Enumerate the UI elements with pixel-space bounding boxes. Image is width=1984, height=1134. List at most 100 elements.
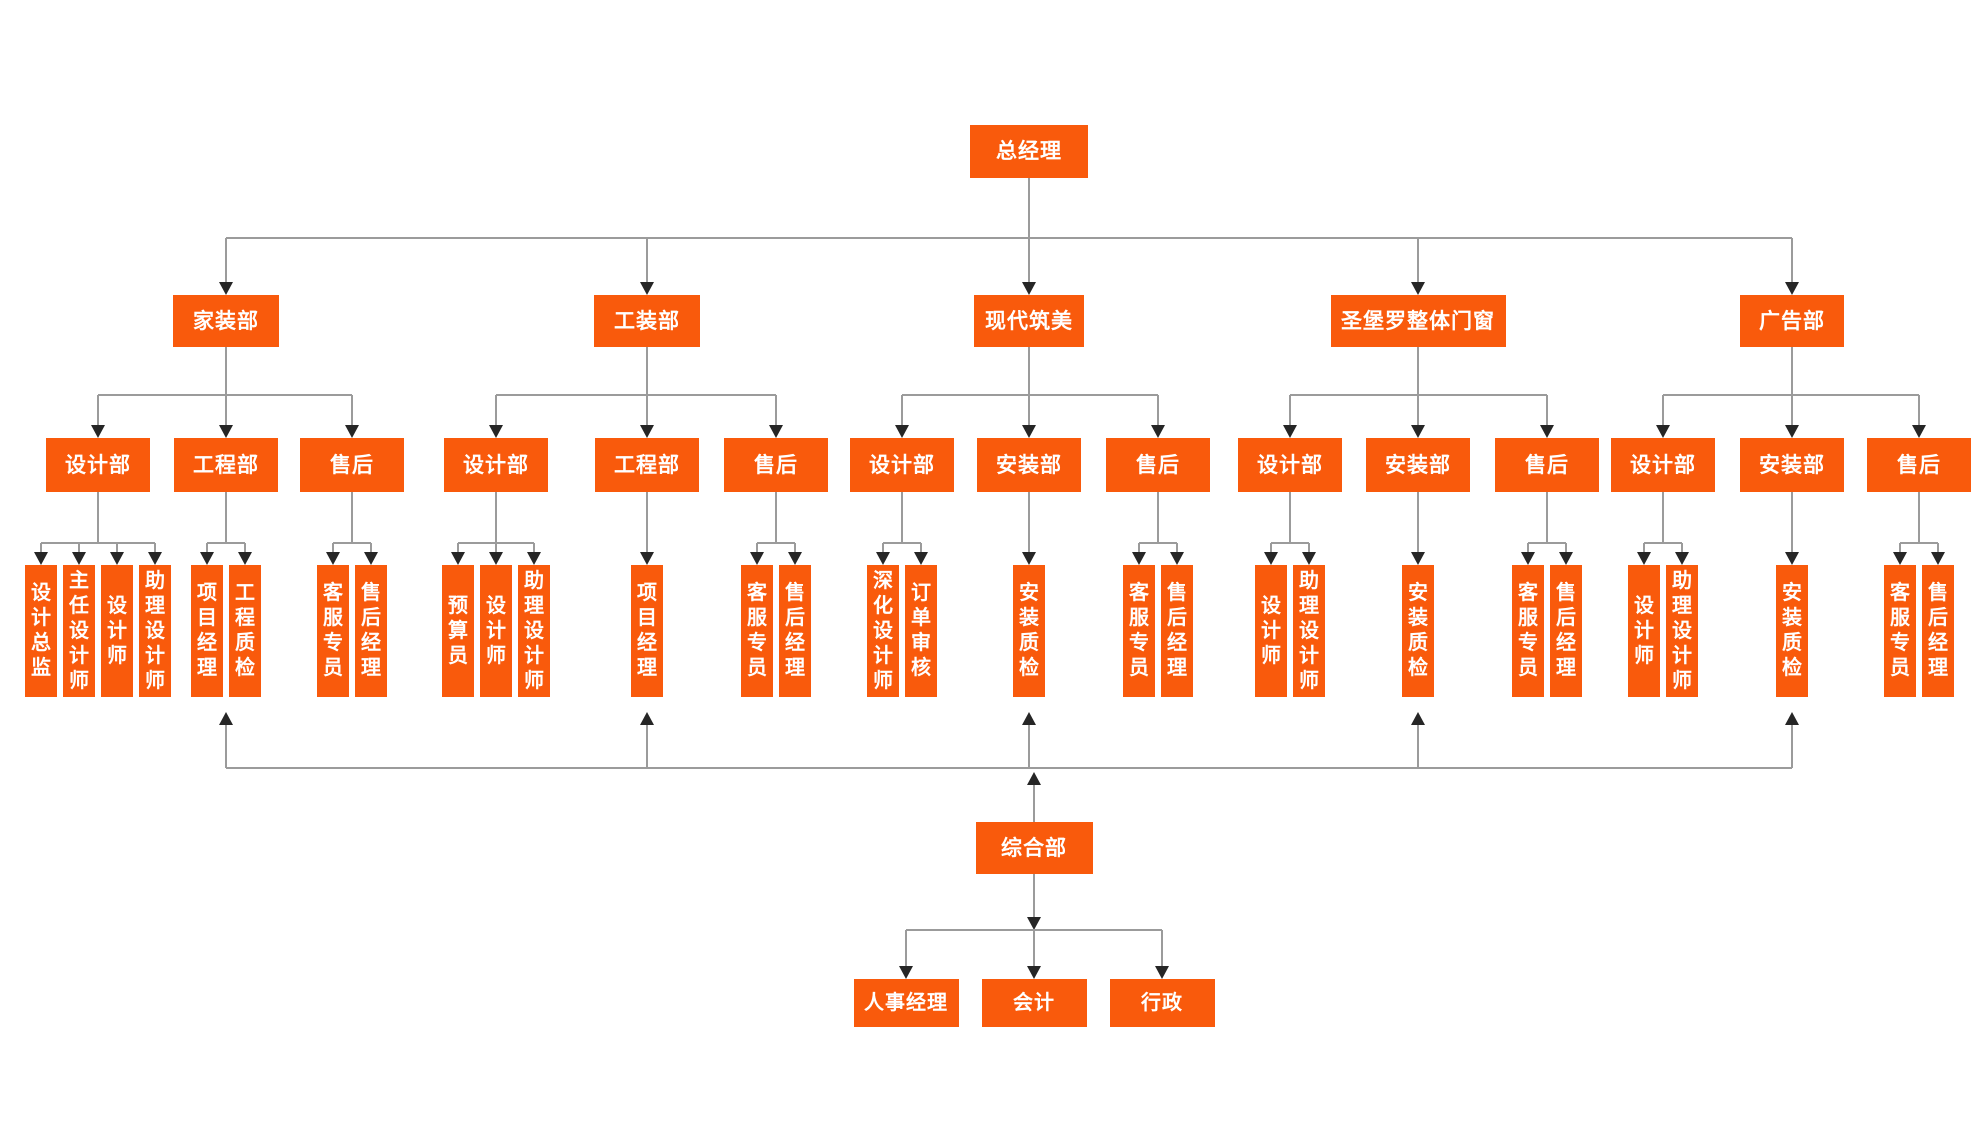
down-arrowhead-icon bbox=[200, 552, 214, 565]
down-arrowhead-icon bbox=[769, 425, 783, 438]
role-node-4-2-0: 客服专员 bbox=[1884, 565, 1916, 697]
down-arrowhead-icon bbox=[91, 425, 105, 438]
down-arrowhead-icon bbox=[1411, 425, 1425, 438]
role-node-4-2-1: 售后经理 bbox=[1922, 565, 1954, 697]
role-node-0-0-2: 设计师 bbox=[101, 565, 133, 697]
down-arrowhead-icon bbox=[1637, 552, 1651, 565]
role-node-0-0-1: 主任设计师 bbox=[63, 565, 95, 697]
down-arrowhead-icon bbox=[1656, 425, 1670, 438]
down-arrowhead-icon bbox=[34, 552, 48, 565]
down-arrowhead-icon bbox=[1521, 552, 1535, 565]
dept-node-4-1: 安装部 bbox=[1740, 438, 1844, 492]
role-node-3-0-1: 助理设计师 bbox=[1293, 565, 1325, 697]
down-arrowhead-icon bbox=[238, 552, 252, 565]
down-arrowhead-icon bbox=[489, 552, 503, 565]
division-node-2: 现代筑美 bbox=[974, 295, 1084, 347]
role-node-2-0-1: 订单审核 bbox=[905, 565, 937, 697]
down-arrowhead-icon bbox=[876, 552, 890, 565]
dept-node-0-2: 售后 bbox=[300, 438, 404, 492]
down-arrowhead-icon bbox=[148, 552, 162, 565]
role-node-1-2-0: 客服专员 bbox=[741, 565, 773, 697]
down-arrowhead-icon bbox=[1155, 966, 1169, 979]
down-arrowhead-icon bbox=[899, 966, 913, 979]
role-node-0-1-1: 工程质检 bbox=[229, 565, 261, 697]
role-node-1-1-0: 项目经理 bbox=[631, 565, 663, 697]
support-child-node-0: 人事经理 bbox=[853, 979, 959, 1027]
down-arrowhead-icon bbox=[1264, 552, 1278, 565]
down-arrowhead-icon bbox=[1785, 425, 1799, 438]
down-arrowhead-icon bbox=[1132, 552, 1146, 565]
role-node-3-0-0: 设计师 bbox=[1255, 565, 1287, 697]
down-arrowhead-icon bbox=[110, 552, 124, 565]
role-node-0-0-0: 设计总监 bbox=[25, 565, 57, 697]
dept-node-0-0: 设计部 bbox=[46, 438, 150, 492]
role-node-4-1-0: 安装质检 bbox=[1776, 565, 1808, 697]
down-arrowhead-icon bbox=[1022, 552, 1036, 565]
down-arrowhead-icon bbox=[1675, 552, 1689, 565]
role-node-0-1-0: 项目经理 bbox=[191, 565, 223, 697]
down-arrowhead-icon bbox=[1411, 282, 1425, 295]
down-arrowhead-icon bbox=[527, 552, 541, 565]
division-node-4: 广告部 bbox=[1740, 295, 1844, 347]
down-arrowhead-icon bbox=[640, 552, 654, 565]
down-arrowhead-icon bbox=[914, 552, 928, 565]
dept-node-4-0: 设计部 bbox=[1611, 438, 1715, 492]
down-arrowhead-icon bbox=[1027, 917, 1041, 930]
role-node-4-0-1: 助理设计师 bbox=[1666, 565, 1698, 697]
down-arrowhead-icon bbox=[1283, 425, 1297, 438]
division-node-3: 圣堡罗整体门窗 bbox=[1330, 295, 1506, 347]
division-node-0: 家装部 bbox=[173, 295, 279, 347]
down-arrowhead-icon bbox=[640, 282, 654, 295]
down-arrowhead-icon bbox=[1022, 425, 1036, 438]
support-child-node-1: 会计 bbox=[981, 979, 1087, 1027]
down-arrowhead-icon bbox=[1022, 282, 1036, 295]
down-arrowhead-icon bbox=[1027, 966, 1041, 979]
dept-node-1-2: 售后 bbox=[724, 438, 828, 492]
division-node-1: 工装部 bbox=[594, 295, 700, 347]
node-general-manager: 总经理 bbox=[970, 125, 1088, 178]
down-arrowhead-icon bbox=[219, 282, 233, 295]
up-arrowhead-icon bbox=[219, 712, 233, 725]
role-node-1-0-0: 预算员 bbox=[442, 565, 474, 697]
down-arrowhead-icon bbox=[345, 425, 359, 438]
up-arrowhead-icon bbox=[1785, 712, 1799, 725]
dept-node-0-1: 工程部 bbox=[174, 438, 278, 492]
up-arrowhead-icon bbox=[1411, 712, 1425, 725]
down-arrowhead-icon bbox=[219, 425, 233, 438]
role-node-0-2-1: 售后经理 bbox=[355, 565, 387, 697]
down-arrowhead-icon bbox=[1302, 552, 1316, 565]
role-node-3-2-1: 售后经理 bbox=[1550, 565, 1582, 697]
dept-node-4-2: 售后 bbox=[1867, 438, 1971, 492]
role-node-3-2-0: 客服专员 bbox=[1512, 565, 1544, 697]
role-node-3-1-0: 安装质检 bbox=[1402, 565, 1434, 697]
down-arrowhead-icon bbox=[1785, 282, 1799, 295]
down-arrowhead-icon bbox=[1170, 552, 1184, 565]
down-arrowhead-icon bbox=[364, 552, 378, 565]
up-arrowhead-icon bbox=[1027, 772, 1041, 785]
down-arrowhead-icon bbox=[1912, 425, 1926, 438]
support-child-node-2: 行政 bbox=[1109, 979, 1215, 1027]
dept-node-2-2: 售后 bbox=[1106, 438, 1210, 492]
dept-node-2-0: 设计部 bbox=[850, 438, 954, 492]
down-arrowhead-icon bbox=[1540, 425, 1554, 438]
role-node-1-0-1: 设计师 bbox=[480, 565, 512, 697]
role-node-1-0-2: 助理设计师 bbox=[518, 565, 550, 697]
role-node-2-2-1: 售后经理 bbox=[1161, 565, 1193, 697]
up-arrowhead-icon bbox=[1022, 712, 1036, 725]
role-node-2-1-0: 安装质检 bbox=[1013, 565, 1045, 697]
down-arrowhead-icon bbox=[489, 425, 503, 438]
down-arrowhead-icon bbox=[895, 425, 909, 438]
down-arrowhead-icon bbox=[1931, 552, 1945, 565]
down-arrowhead-icon bbox=[788, 552, 802, 565]
support-node: 综合部 bbox=[975, 822, 1093, 874]
dept-node-3-2: 售后 bbox=[1495, 438, 1599, 492]
role-node-1-2-1: 售后经理 bbox=[779, 565, 811, 697]
down-arrowhead-icon bbox=[1893, 552, 1907, 565]
down-arrowhead-icon bbox=[1559, 552, 1573, 565]
dept-node-3-1: 安装部 bbox=[1366, 438, 1470, 492]
down-arrowhead-icon bbox=[1411, 552, 1425, 565]
dept-node-3-0: 设计部 bbox=[1238, 438, 1342, 492]
down-arrowhead-icon bbox=[72, 552, 86, 565]
